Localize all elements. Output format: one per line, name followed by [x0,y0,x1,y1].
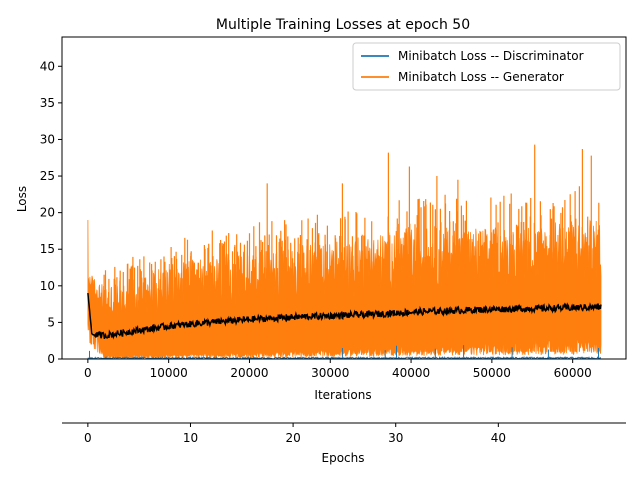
x-axis-label: Iterations [314,388,371,402]
y-tick-label: 20 [40,206,55,220]
x-axis-ticks: 0 10000 20000 30000 40000 50000 60000 [84,359,592,380]
x-tick-label: 50000 [473,366,511,380]
epoch-axis-ticks: 0 10 20 30 40 [84,423,506,445]
y-tick-label: 10 [40,279,55,293]
y-tick-label: 25 [40,169,55,183]
y-tick-label: 5 [47,315,55,329]
epoch-tick-label: 0 [84,431,92,445]
running-average-loss-line [87,293,602,340]
epoch-tick-label: 30 [388,431,403,445]
y-tick-label: 30 [40,132,55,146]
legend-box [352,42,621,91]
x-tick-label: 10000 [150,366,188,380]
x-tick-label: 0 [84,366,92,380]
x-tick-label: 20000 [230,366,268,380]
series-layer [87,144,602,359]
generator-loss-peaks [103,144,600,352]
y-axis-ticks: 0 5 10 15 20 25 30 35 40 [40,59,62,366]
epoch-tick-label: 10 [183,431,198,445]
y-tick-label: 0 [47,352,55,366]
y-tick-label: 40 [40,59,55,73]
x-tick-label: 60000 [554,366,592,380]
y-tick-label: 15 [40,242,55,256]
x-tick-label: 40000 [392,366,430,380]
legend-label-generator: Minibatch Loss -- Generator [398,70,564,84]
epoch-axis-label: Epochs [322,451,365,465]
y-axis-label: Loss [15,186,29,212]
plot-frame [61,36,627,360]
x-tick-label: 30000 [311,366,349,380]
epoch-tick-label: 20 [285,431,300,445]
legend: Minibatch Loss -- Discriminator Minibatc… [352,42,621,91]
epoch-tick-label: 40 [491,431,506,445]
chart-title: Multiple Training Losses at epoch 50 [216,17,470,33]
y-tick-label: 35 [40,96,55,110]
legend-label-discriminator: Minibatch Loss -- Discriminator [398,49,584,63]
